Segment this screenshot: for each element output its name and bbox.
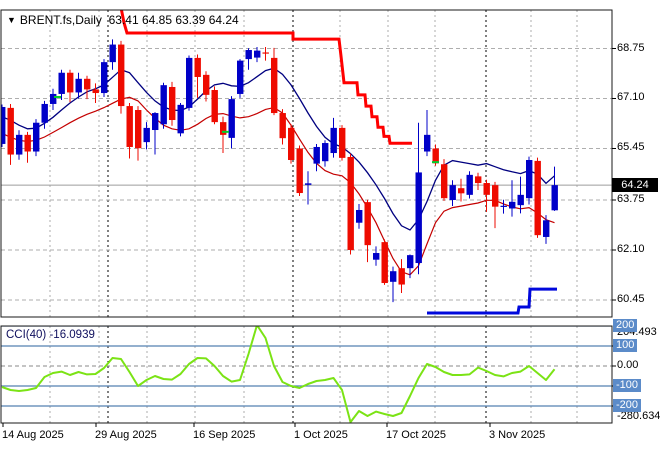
- price-axis-label: 67.10: [617, 91, 645, 104]
- price-axis-label: 62.10: [617, 242, 645, 255]
- indicator-panel-border: [0, 325, 613, 424]
- price-axis-label: 60.45: [617, 292, 645, 305]
- cci-level-badge: -100: [613, 379, 642, 392]
- time-axis-label: 16 Sep 2025: [193, 429, 256, 441]
- chart-title: ▼ BRENT.fs,Daily 63.41 64.85 63.39 64.24: [7, 13, 239, 27]
- current-price-badge: 64.24: [612, 178, 658, 193]
- green-markers-layer: [54, 95, 439, 164]
- axis-ticks: [2, 48, 616, 427]
- main-panel-border: [0, 9, 613, 318]
- cci-level-badge: -200: [613, 399, 642, 412]
- stop-lines-layer: [119, 10, 557, 315]
- time-axis-label: 17 Oct 2025: [386, 429, 446, 441]
- time-axis-label: 1 Oct 2025: [294, 429, 348, 441]
- time-axis-label: 29 Aug 2025: [95, 429, 157, 441]
- candles-layer: [1, 39, 558, 303]
- cci-min-label: -280.634: [617, 410, 660, 423]
- grid-layer: [1, 10, 612, 423]
- indicator-value: -16.0939: [49, 329, 95, 341]
- price-axis-label: 65.45: [617, 141, 645, 154]
- price-axis-label: 63.75: [617, 193, 645, 205]
- cci-zero-label: 0.00: [617, 359, 639, 371]
- cci-level-badge: 100: [613, 339, 638, 352]
- symbol-timeframe-label: BRENT.fs,Daily: [19, 13, 102, 27]
- cci-line: [1, 326, 556, 423]
- ma-lines-layer: [1, 67, 555, 276]
- time-axis-label: 14 Aug 2025: [2, 429, 64, 441]
- indicator-name: CCI(40): [6, 329, 47, 341]
- time-axis-label: 3 Nov 2025: [489, 429, 546, 441]
- indicator-label: CCI(40) -16.0939: [6, 329, 95, 341]
- cci-level-badge: 200: [613, 319, 638, 332]
- ohlc-readout: 63.41 64.85 63.39 64.24: [108, 13, 239, 27]
- price-axis-label: 68.75: [617, 41, 645, 54]
- symbol-dropdown-icon[interactable]: ▼: [7, 15, 16, 25]
